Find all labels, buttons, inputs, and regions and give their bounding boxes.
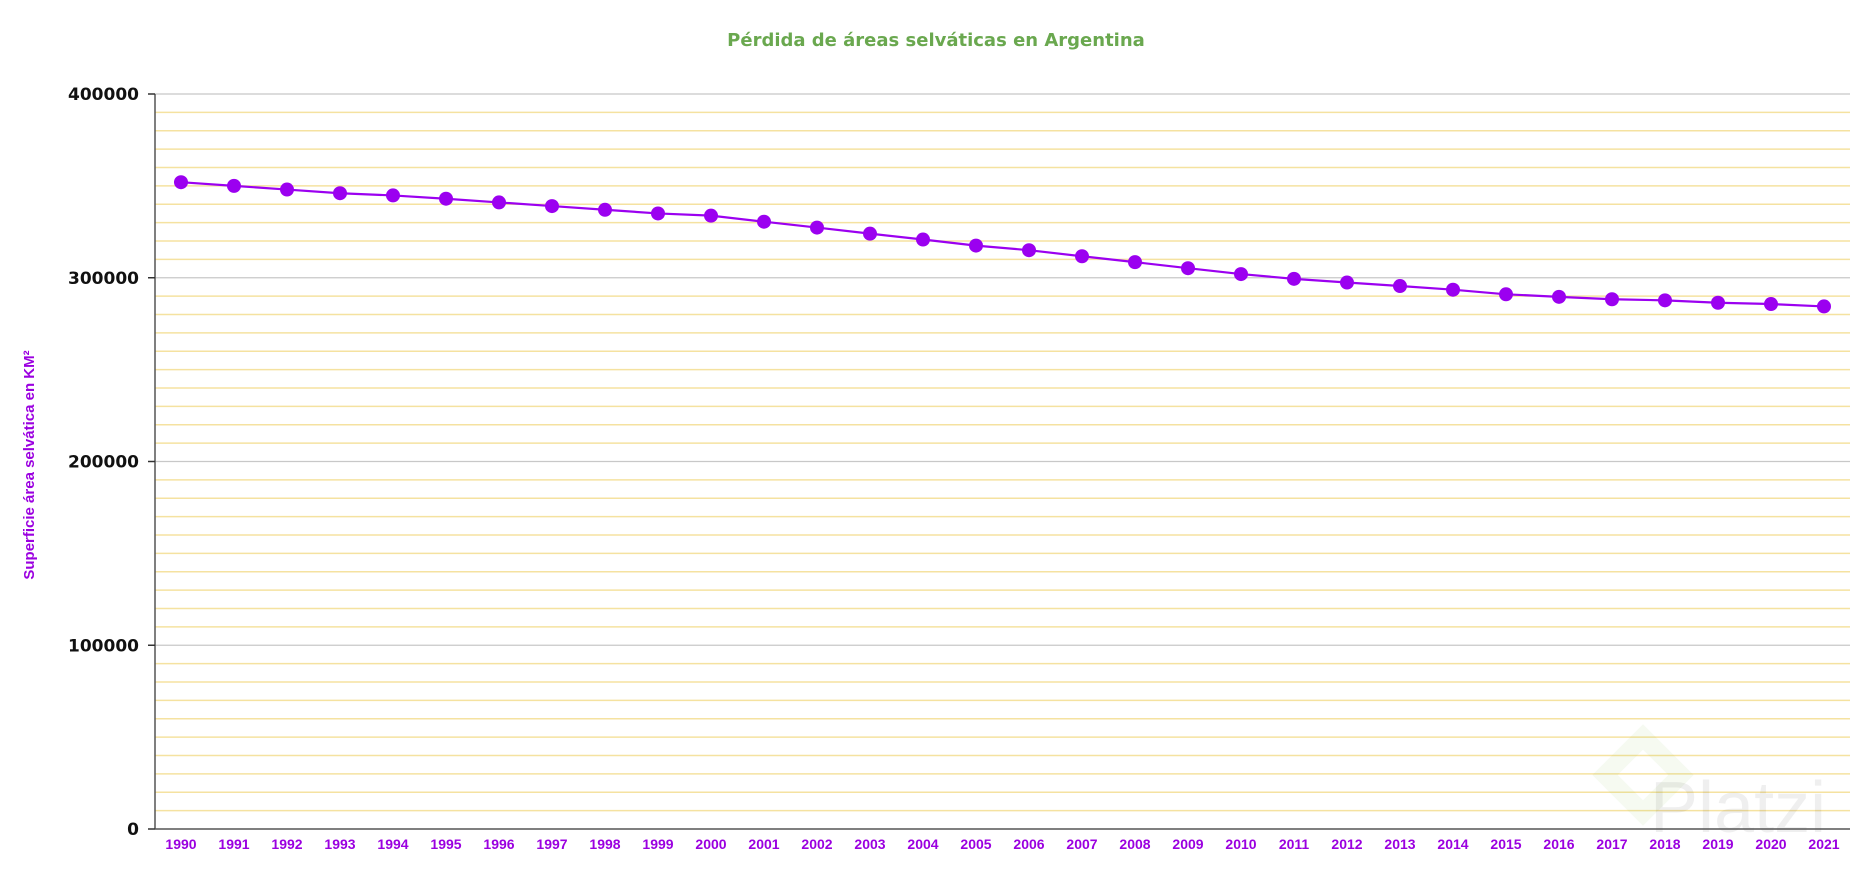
x-tick-label: 2007	[1066, 836, 1097, 852]
data-point-1992[interactable]	[280, 182, 294, 197]
data-point-2014[interactable]	[1446, 282, 1460, 297]
x-tick-label: 1997	[536, 836, 567, 852]
data-point-1993[interactable]	[333, 186, 347, 201]
x-tick-label: 2004	[907, 836, 938, 852]
watermark-text: Platzi	[1650, 768, 1826, 848]
x-tick-label: 2013	[1384, 836, 1415, 852]
data-point-1996[interactable]	[492, 195, 506, 210]
x-tick-label: 2021	[1808, 836, 1839, 852]
x-tick-label: 2014	[1437, 836, 1468, 852]
data-point-2004[interactable]	[916, 232, 930, 247]
y-tick-label: 200000	[68, 453, 139, 473]
data-point-2021[interactable]	[1817, 299, 1831, 314]
data-point-2011[interactable]	[1287, 271, 1301, 286]
data-point-2018[interactable]	[1658, 293, 1672, 308]
x-tick-label: 2000	[695, 836, 726, 852]
x-tick-label: 1999	[642, 836, 673, 852]
chart-title: Pérdida de áreas selváticas en Argentina	[727, 30, 1145, 51]
x-tick-label: 1992	[271, 836, 302, 852]
x-tick-label: 2019	[1702, 836, 1733, 852]
data-point-2007[interactable]	[1075, 249, 1089, 264]
data-point-2009[interactable]	[1181, 261, 1195, 276]
data-point-2019[interactable]	[1711, 295, 1725, 310]
data-point-2005[interactable]	[969, 238, 983, 253]
data-point-1994[interactable]	[386, 188, 400, 203]
x-tick-label: 2011	[1279, 836, 1310, 852]
data-point-2020[interactable]	[1764, 297, 1778, 312]
x-tick-label: 2010	[1225, 836, 1256, 852]
x-tick-label: 2002	[801, 836, 832, 852]
platzi-watermark: Platzi	[1592, 724, 1826, 848]
data-point-2013[interactable]	[1393, 279, 1407, 294]
data-point-2000[interactable]	[704, 208, 718, 223]
data-point-2010[interactable]	[1234, 267, 1248, 282]
grid	[155, 93, 1850, 812]
x-tick-label: 1998	[589, 836, 620, 852]
x-tick-label: 2001	[748, 836, 779, 852]
data-point-2012[interactable]	[1340, 275, 1354, 290]
data-point-2015[interactable]	[1499, 287, 1513, 302]
series-line	[180, 181, 1825, 308]
data-point-1999[interactable]	[651, 206, 665, 221]
y-tick-labels: 0 100000 200000 300000 400000	[68, 85, 155, 840]
x-tick-label: 2006	[1013, 836, 1044, 852]
x-tick-label: 2008	[1119, 836, 1150, 852]
y-tick-label: 0	[127, 820, 139, 840]
data-point-1998[interactable]	[598, 202, 612, 217]
data-point-2002[interactable]	[810, 220, 824, 235]
y-axis-label: Superficie área selvática en KM²	[21, 350, 38, 579]
data-point-2016[interactable]	[1552, 289, 1566, 304]
x-tick-label: 2005	[960, 836, 991, 852]
x-tick-label: 1996	[483, 836, 514, 852]
x-tick-label: 1990	[165, 836, 196, 852]
data-point-2006[interactable]	[1022, 243, 1036, 258]
data-point-2001[interactable]	[757, 214, 771, 229]
x-tick-label: 2003	[854, 836, 885, 852]
x-tick-label: 2009	[1172, 836, 1203, 852]
data-point-1990[interactable]	[174, 175, 188, 190]
y-tick-label: 300000	[68, 269, 139, 289]
x-tick-label: 2020	[1755, 836, 1786, 852]
data-point-1991[interactable]	[227, 178, 241, 193]
data-point-1995[interactable]	[439, 191, 453, 206]
y-tick-label: 400000	[68, 85, 139, 105]
x-tick-label: 1993	[324, 836, 355, 852]
series	[174, 175, 1831, 314]
x-tick-label: 2016	[1543, 836, 1574, 852]
data-point-1997[interactable]	[545, 199, 559, 214]
y-tick-label: 100000	[68, 636, 139, 656]
x-tick-label: 1994	[377, 836, 408, 852]
x-tick-label: 1991	[218, 836, 249, 852]
x-tick-label: 2017	[1596, 836, 1627, 852]
data-point-2008[interactable]	[1128, 255, 1142, 270]
x-tick-label: 1995	[430, 836, 461, 852]
x-tick-label: 2015	[1490, 836, 1521, 852]
x-tick-label: 2018	[1649, 836, 1680, 852]
x-tick-label: 2012	[1331, 836, 1362, 852]
data-point-2017[interactable]	[1605, 292, 1619, 307]
x-tick-labels: 1990 1991 1992 1993 1994 1995 1996 1997 1998 1999…	[165, 836, 1839, 852]
data-point-2003[interactable]	[863, 226, 877, 241]
